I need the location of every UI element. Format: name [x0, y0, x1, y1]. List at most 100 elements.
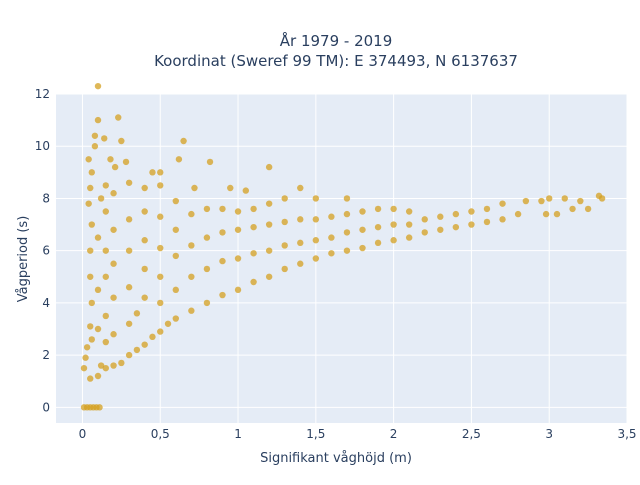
data-point — [312, 195, 320, 202]
data-point — [94, 234, 102, 241]
data-point — [297, 184, 304, 192]
data-point — [569, 205, 576, 213]
data-point — [188, 242, 195, 249]
data-point — [522, 197, 530, 205]
x-tick-label: 2,5 — [462, 427, 481, 441]
x-tick-label: 1,5 — [306, 427, 325, 441]
data-point — [281, 265, 288, 273]
data-point — [88, 299, 95, 307]
x-tick-label: 3 — [545, 427, 553, 441]
data-point — [577, 197, 584, 205]
data-point — [88, 336, 95, 343]
data-point — [250, 223, 257, 231]
data-point — [452, 210, 460, 218]
data-point — [421, 216, 428, 223]
tick-labels: 0 0,5 1 1,5 2 2,5 3 3,5 0 2 4 6 8 10 12 — [35, 87, 637, 441]
data-point — [343, 210, 351, 218]
data-point — [405, 208, 413, 215]
data-point — [219, 291, 226, 299]
data-point — [328, 234, 335, 241]
data-point — [96, 404, 103, 411]
data-point — [149, 333, 156, 341]
y-tick-label: 10 — [35, 139, 50, 153]
data-point — [312, 255, 320, 262]
data-point — [206, 158, 214, 166]
data-point — [125, 247, 133, 254]
data-point — [94, 372, 102, 380]
data-point — [227, 184, 234, 192]
data-point — [234, 286, 242, 294]
data-point — [97, 362, 105, 369]
y-tick-label: 4 — [42, 296, 50, 310]
data-point — [88, 221, 95, 228]
data-point — [94, 82, 102, 90]
x-tick-label: 2 — [390, 427, 398, 441]
data-point — [390, 205, 397, 213]
data-point — [157, 169, 164, 176]
data-point — [110, 294, 117, 301]
x-tick-label: 0 — [79, 427, 87, 441]
data-point — [85, 156, 92, 163]
data-point — [328, 250, 335, 257]
data-point — [359, 244, 366, 252]
data-point — [125, 216, 133, 223]
data-point — [102, 273, 109, 280]
data-point — [172, 315, 180, 322]
data-point — [172, 226, 180, 233]
data-point — [157, 273, 164, 280]
data-point — [468, 208, 475, 215]
data-point — [553, 210, 561, 218]
data-point — [157, 213, 164, 220]
data-point — [359, 226, 366, 233]
data-point — [122, 158, 130, 166]
x-tick-label: 3,5 — [617, 427, 636, 441]
data-point — [250, 250, 257, 257]
data-point — [88, 169, 95, 176]
data-point — [102, 247, 109, 254]
data-point — [141, 265, 148, 273]
data-point — [390, 237, 397, 244]
y-tick-label: 6 — [42, 244, 50, 258]
data-point — [80, 364, 88, 372]
data-point — [87, 273, 94, 280]
data-point — [141, 294, 148, 301]
data-point — [499, 216, 506, 223]
data-point — [102, 364, 109, 372]
data-point — [175, 156, 183, 163]
chart-subtitle: Koordinat (Sweref 99 TM): E 374493, N 61… — [154, 52, 518, 70]
data-point — [297, 216, 304, 223]
data-point — [343, 229, 351, 236]
data-point — [584, 205, 592, 213]
data-point — [85, 200, 92, 207]
data-point — [242, 187, 250, 194]
data-point — [265, 221, 273, 228]
data-point — [561, 195, 568, 202]
data-point — [203, 205, 211, 213]
data-point — [125, 284, 133, 291]
data-point — [234, 226, 242, 233]
data-point — [110, 226, 117, 233]
data-point — [483, 218, 491, 226]
data-point — [281, 218, 288, 226]
data-point — [97, 195, 105, 202]
data-point — [191, 184, 198, 192]
data-point — [125, 351, 133, 359]
data-point — [219, 229, 226, 236]
data-point — [297, 260, 304, 267]
data-point — [110, 190, 117, 197]
data-point — [101, 135, 108, 142]
data-point — [265, 200, 273, 207]
data-point — [94, 325, 102, 333]
data-point — [102, 182, 109, 189]
data-point — [83, 344, 91, 351]
data-point — [188, 273, 195, 280]
data-point — [219, 205, 226, 213]
data-point — [499, 200, 506, 207]
data-points — [80, 82, 606, 411]
data-point — [265, 163, 273, 171]
data-point — [188, 210, 195, 218]
data-point — [546, 195, 553, 202]
data-point — [538, 197, 545, 205]
data-point — [405, 221, 413, 228]
